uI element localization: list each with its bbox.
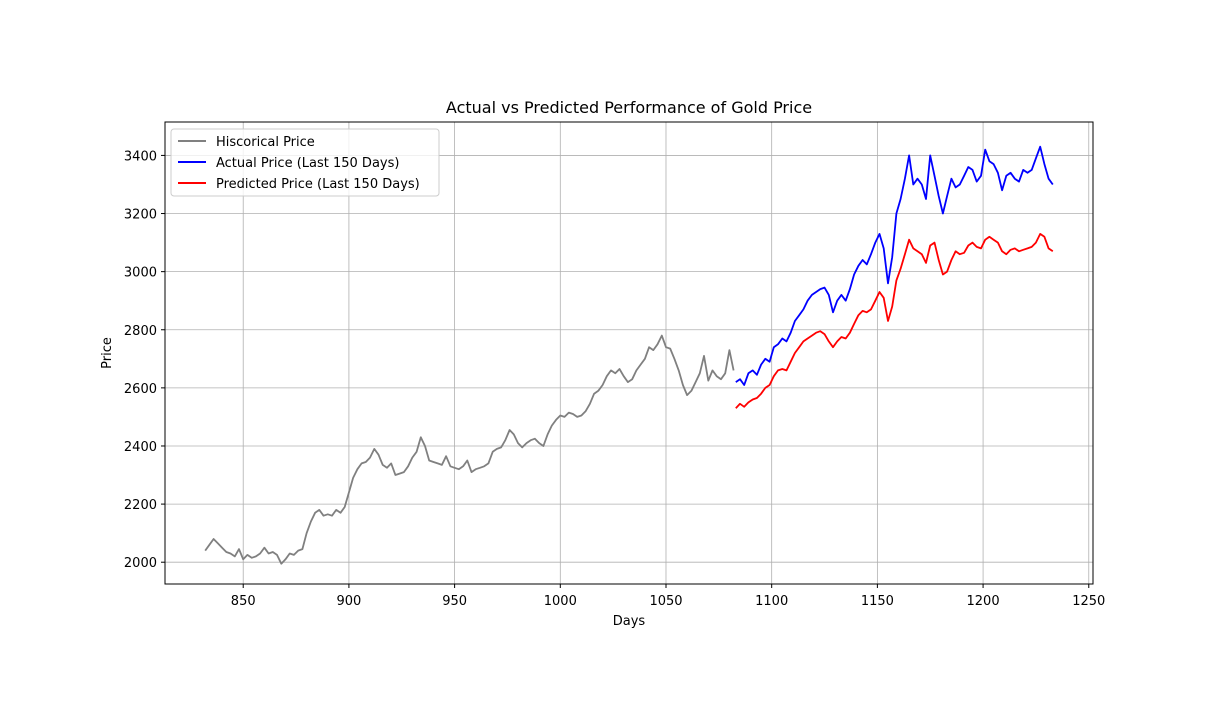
x-tick-label: 1250 (1072, 594, 1105, 609)
actual-price-line (735, 145, 1054, 386)
y-tick-label: 3400 (124, 149, 157, 164)
legend: Hiscorical Price Actual Price (Last 150 … (170, 128, 440, 197)
chart-title: Actual vs Predicted Performance of Gold … (446, 98, 812, 117)
legend-label-historical: Hiscorical Price (216, 135, 315, 150)
series-lines (204, 145, 1054, 565)
x-tick-label: 850 (231, 594, 256, 609)
x-tick-label: 950 (442, 594, 467, 609)
y-tick-label: 2600 (124, 382, 157, 397)
y-tick-label: 2000 (124, 556, 157, 571)
legend-box (170, 128, 440, 197)
y-axis-label: Price (100, 337, 115, 369)
y-axis-ticks: 2000 2200 2400 2600 2800 3000 3200 3400 (124, 149, 165, 571)
legend-label-predicted: Predicted Price (Last 150 Days) (216, 177, 420, 192)
x-tick-label: 1000 (544, 594, 577, 609)
y-tick-label: 3000 (124, 266, 157, 281)
x-tick-label: 900 (336, 594, 361, 609)
grid (165, 122, 1093, 584)
predicted-price-line (735, 233, 1054, 409)
historical-price-line (204, 334, 735, 565)
x-axis-label: Days (613, 614, 646, 629)
y-tick-label: 3200 (124, 208, 157, 223)
plot-area-frame (164, 121, 1094, 585)
y-tick-label: 2400 (124, 440, 157, 455)
y-tick-label: 2800 (124, 324, 157, 339)
x-axis-ticks: 850 900 950 1000 1050 1100 1150 1200 1250 (231, 584, 1105, 609)
x-tick-label: 1150 (861, 594, 894, 609)
legend-label-actual: Actual Price (Last 150 Days) (216, 156, 399, 171)
x-tick-label: 1100 (755, 594, 788, 609)
x-tick-label: 1050 (649, 594, 682, 609)
y-tick-label: 2200 (124, 498, 157, 513)
x-tick-label: 1200 (967, 594, 1000, 609)
